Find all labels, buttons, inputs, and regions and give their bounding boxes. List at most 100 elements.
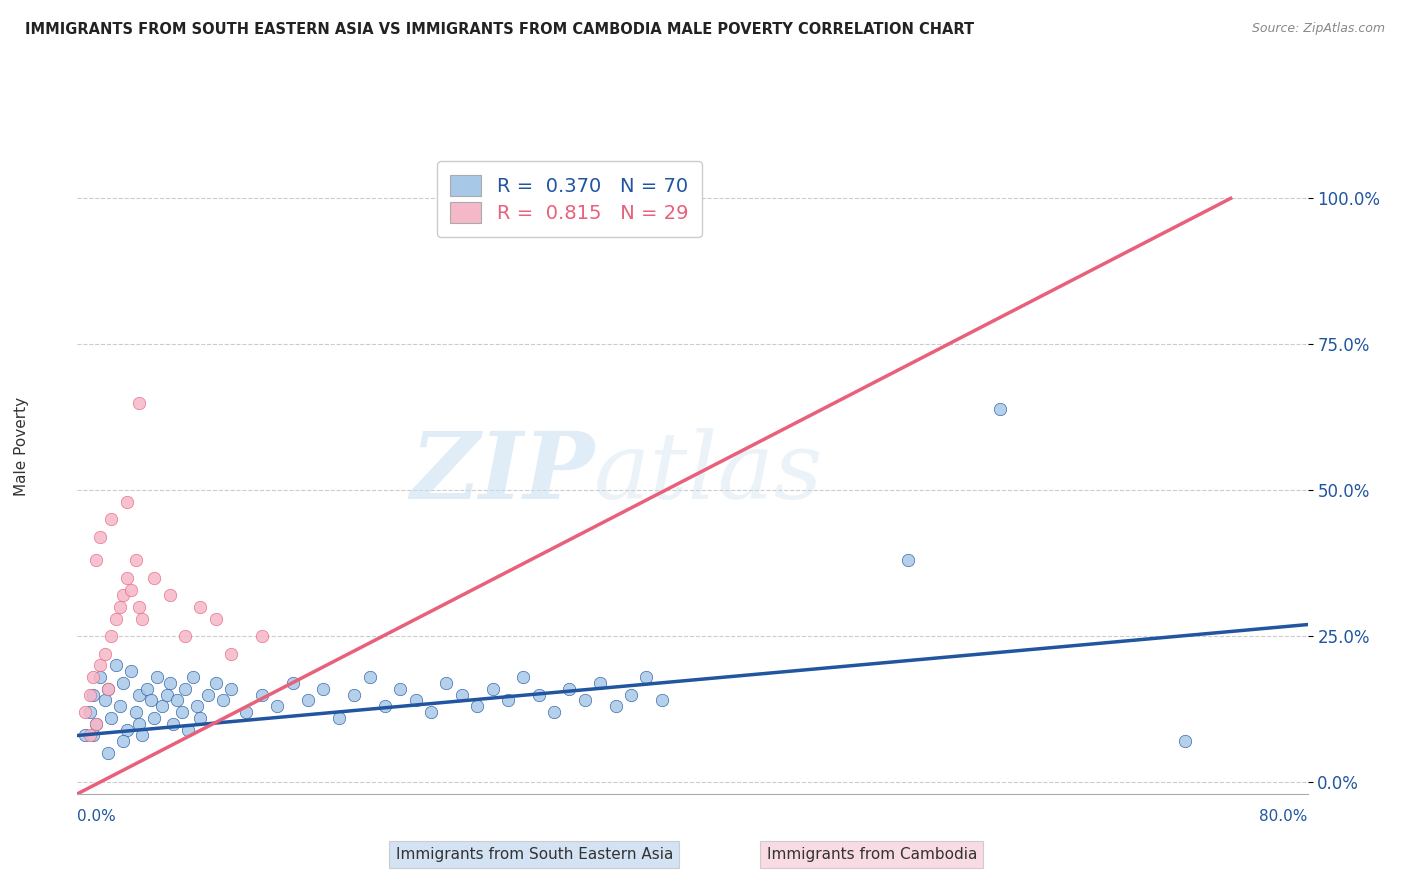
Point <box>589 676 612 690</box>
Point <box>465 699 488 714</box>
Point <box>143 711 166 725</box>
Point <box>128 716 150 731</box>
Point <box>177 723 200 737</box>
Point <box>235 705 257 719</box>
Point <box>146 670 169 684</box>
Point <box>496 693 519 707</box>
Point <box>436 676 458 690</box>
Point <box>389 681 412 696</box>
Point <box>605 699 627 714</box>
Point <box>250 688 273 702</box>
Point <box>112 676 135 690</box>
Point <box>162 716 184 731</box>
Point <box>181 670 204 684</box>
Point <box>100 512 122 526</box>
Point <box>651 693 673 707</box>
Point <box>112 588 135 602</box>
Text: atlas: atlas <box>595 428 824 517</box>
Point <box>104 612 127 626</box>
Point <box>112 734 135 748</box>
Point <box>89 670 111 684</box>
Point <box>128 688 150 702</box>
Text: Immigrants from Cambodia: Immigrants from Cambodia <box>766 847 977 862</box>
Point <box>374 699 396 714</box>
Text: 80.0%: 80.0% <box>1260 809 1308 823</box>
Point <box>128 600 150 615</box>
Point <box>620 688 643 702</box>
Point <box>219 647 242 661</box>
Point <box>343 688 366 702</box>
Point <box>135 681 157 696</box>
Point <box>131 729 153 743</box>
Point <box>125 553 148 567</box>
Point <box>405 693 427 707</box>
Point <box>100 629 122 643</box>
Point <box>73 729 96 743</box>
Point <box>636 670 658 684</box>
Point <box>89 530 111 544</box>
Point <box>170 705 193 719</box>
Point <box>197 688 219 702</box>
Point <box>79 705 101 719</box>
Point <box>97 681 120 696</box>
Point <box>450 688 472 702</box>
Point <box>359 670 381 684</box>
Point <box>73 705 96 719</box>
Point <box>188 600 212 615</box>
Text: Male Poverty: Male Poverty <box>14 396 28 496</box>
Point <box>159 588 181 602</box>
Point <box>100 711 122 725</box>
Point <box>128 395 150 409</box>
Point <box>204 612 226 626</box>
Legend: R =  0.370   N = 70, R =  0.815   N = 29: R = 0.370 N = 70, R = 0.815 N = 29 <box>437 161 702 236</box>
Text: IMMIGRANTS FROM SOUTH EASTERN ASIA VS IMMIGRANTS FROM CAMBODIA MALE POVERTY CORR: IMMIGRANTS FROM SOUTH EASTERN ASIA VS IM… <box>25 22 974 37</box>
Point <box>120 582 142 597</box>
Point <box>79 729 101 743</box>
Point <box>219 681 242 696</box>
Point <box>155 688 177 702</box>
Text: 0.0%: 0.0% <box>77 809 117 823</box>
Point <box>110 699 132 714</box>
Point <box>94 693 117 707</box>
Point <box>174 629 197 643</box>
Point <box>212 693 235 707</box>
Point <box>94 647 117 661</box>
Point <box>131 612 153 626</box>
Point <box>266 699 288 714</box>
Point <box>897 553 920 567</box>
Point <box>527 688 550 702</box>
Point <box>84 716 107 731</box>
Point <box>84 553 107 567</box>
Point <box>297 693 319 707</box>
Point <box>543 705 565 719</box>
Point <box>125 705 148 719</box>
Point <box>82 688 104 702</box>
Point <box>1174 734 1197 748</box>
Text: Source: ZipAtlas.com: Source: ZipAtlas.com <box>1251 22 1385 36</box>
Point <box>512 670 534 684</box>
Point <box>97 681 120 696</box>
Point <box>186 699 208 714</box>
Point <box>159 676 181 690</box>
Point <box>97 746 120 760</box>
Point <box>988 401 1011 416</box>
Point <box>120 665 142 679</box>
Point <box>115 571 138 585</box>
Text: ZIP: ZIP <box>409 428 595 517</box>
Point <box>174 681 197 696</box>
Point <box>481 681 503 696</box>
Point <box>204 676 226 690</box>
Point <box>281 676 304 690</box>
Point <box>328 711 350 725</box>
Point <box>143 571 166 585</box>
Point <box>150 699 173 714</box>
Point <box>89 658 111 673</box>
Point <box>110 600 132 615</box>
Point <box>558 681 581 696</box>
Point <box>115 495 138 509</box>
Point <box>141 693 163 707</box>
Point <box>574 693 596 707</box>
Text: Immigrants from South Eastern Asia: Immigrants from South Eastern Asia <box>395 847 673 862</box>
Point <box>82 670 104 684</box>
Point <box>82 729 104 743</box>
